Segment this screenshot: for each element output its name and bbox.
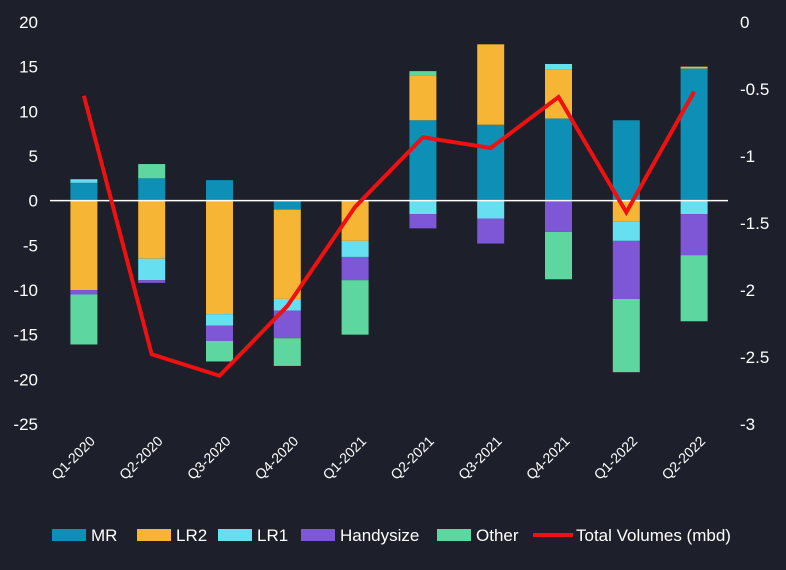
bar-mr-q4-2020 [273, 200, 301, 210]
left-tick-label: 0 [29, 192, 38, 211]
x-tick-label: Q1-2022 [591, 433, 641, 483]
bar-handysize-q4-2021 [545, 200, 572, 232]
legend: MR LR2 LR1 Handysize Other Total Volumes (mbd… [52, 526, 731, 545]
x-tick-label: Q2-2022 [658, 433, 708, 483]
bar-lr2-q3-2020 [206, 200, 233, 315]
bar-lr1-q3-2020 [206, 314, 233, 326]
x-tick-label: Q4-2021 [523, 433, 573, 483]
right-tick-label: -1 [740, 147, 755, 166]
bar-handysize-q1-2021 [341, 256, 369, 281]
bar-other-q2-2021 [409, 71, 437, 76]
left-tick-label: -15 [13, 326, 38, 345]
right-tick-label: 0 [740, 13, 749, 32]
bar-lr2-q2-2020 [138, 200, 166, 259]
left-tick-label: 10 [19, 102, 38, 121]
bar-lr2-q2-2021 [409, 75, 437, 121]
bar-lr1-q4-2021 [545, 63, 572, 70]
right-tick-label: -3 [740, 415, 755, 434]
bar-lr1-q1-2022 [612, 221, 640, 241]
bar-lr1-q2-2020 [138, 258, 166, 281]
bar-mr-q3-2020 [206, 180, 233, 201]
bar-lr1-q2-2021 [409, 200, 437, 215]
x-tick-label: Q3-2021 [455, 433, 505, 483]
x-axis: Q1-2020 Q2-2020 Q3-2020 Q4-2020 Q1-2021 Q2-20… [48, 433, 708, 483]
left-tick-label: -20 [13, 370, 38, 389]
legend-label-handysize: Handysize [340, 526, 419, 545]
bars-layer [70, 44, 708, 373]
left-tick-label: -5 [23, 236, 38, 255]
legend-swatch-handysize [301, 529, 335, 541]
right-y-axis: 0 -0.5 -1 -1.5 -2 -2.5 -3 [740, 13, 769, 434]
left-tick-label: 5 [29, 147, 38, 166]
left-y-axis: 20 15 10 5 0 -5 -10 -15 -20 -25 [13, 13, 38, 434]
bar-other-q1-2020 [70, 294, 98, 345]
bar-mr-q1-2020 [70, 182, 98, 201]
legend-label-total-volumes-mbd: Total Volumes (mbd) [576, 526, 731, 545]
bar-handysize-q1-2022 [612, 240, 640, 299]
bar-handysize-q3-2020 [206, 325, 233, 341]
x-tick-label: Q2-2021 [387, 433, 437, 483]
legend-label-lr1: LR1 [257, 526, 288, 545]
x-tick-label: Q2-2020 [116, 433, 166, 483]
legend-label-other: Other [476, 526, 519, 545]
legend-label-mr: MR [91, 526, 117, 545]
bar-mr-q1-2022 [612, 120, 640, 201]
bar-lr2-q4-2020 [273, 209, 301, 299]
bar-mr-q2-2021 [409, 120, 437, 201]
left-tick-label: -10 [13, 281, 38, 300]
left-tick-label: 20 [19, 13, 38, 32]
bar-lr2-q2-2022 [680, 66, 708, 69]
bar-other-q1-2022 [612, 298, 640, 373]
x-tick-label: Q1-2021 [319, 433, 369, 483]
legend-swatch-lr2 [137, 529, 171, 541]
bar-lr1-q1-2020 [70, 179, 98, 183]
x-tick-label: Q3-2020 [184, 433, 234, 483]
legend-label-lr2: LR2 [176, 526, 207, 545]
legend-swatch-lr1 [218, 529, 252, 541]
bar-lr1-q2-2022 [680, 200, 708, 215]
x-tick-label: Q4-2020 [252, 433, 302, 483]
bar-lr2-q1-2020 [70, 200, 98, 290]
bar-other-q4-2020 [273, 338, 301, 366]
right-tick-label: -2.5 [740, 348, 769, 367]
left-tick-label: 15 [19, 58, 38, 77]
bar-other-q4-2021 [545, 231, 572, 280]
left-tick-label: -25 [13, 415, 38, 434]
right-tick-label: -1.5 [740, 214, 769, 233]
bar-mr-q2-2020 [138, 178, 166, 201]
bar-handysize-q2-2021 [409, 214, 437, 229]
bar-handysize-q2-2020 [138, 280, 166, 283]
legend-swatch-mr [52, 529, 86, 541]
bar-handysize-q3-2021 [477, 218, 505, 244]
right-tick-label: -2 [740, 281, 755, 300]
bar-mr-q3-2021 [477, 124, 505, 201]
bar-mr-q2-2022 [680, 68, 708, 201]
line-layer [81, 90, 696, 379]
bar-lr2-q3-2021 [477, 44, 505, 125]
bar-handysize-q1-2020 [70, 290, 98, 295]
legend-swatch-other [437, 529, 471, 541]
right-tick-label: -0.5 [740, 80, 769, 99]
bar-lr1-q1-2021 [341, 240, 369, 257]
bar-lr1-q3-2021 [477, 200, 505, 219]
x-tick-label: Q1-2020 [48, 433, 98, 483]
bar-handysize-q2-2022 [680, 214, 708, 256]
bar-other-q3-2020 [206, 340, 233, 362]
bar-other-q2-2020 [138, 164, 166, 179]
line-total-volumes [81, 90, 696, 379]
bar-mr-q4-2021 [545, 118, 572, 201]
bar-other-q1-2021 [341, 280, 369, 335]
bar-other-q2-2022 [680, 255, 708, 322]
